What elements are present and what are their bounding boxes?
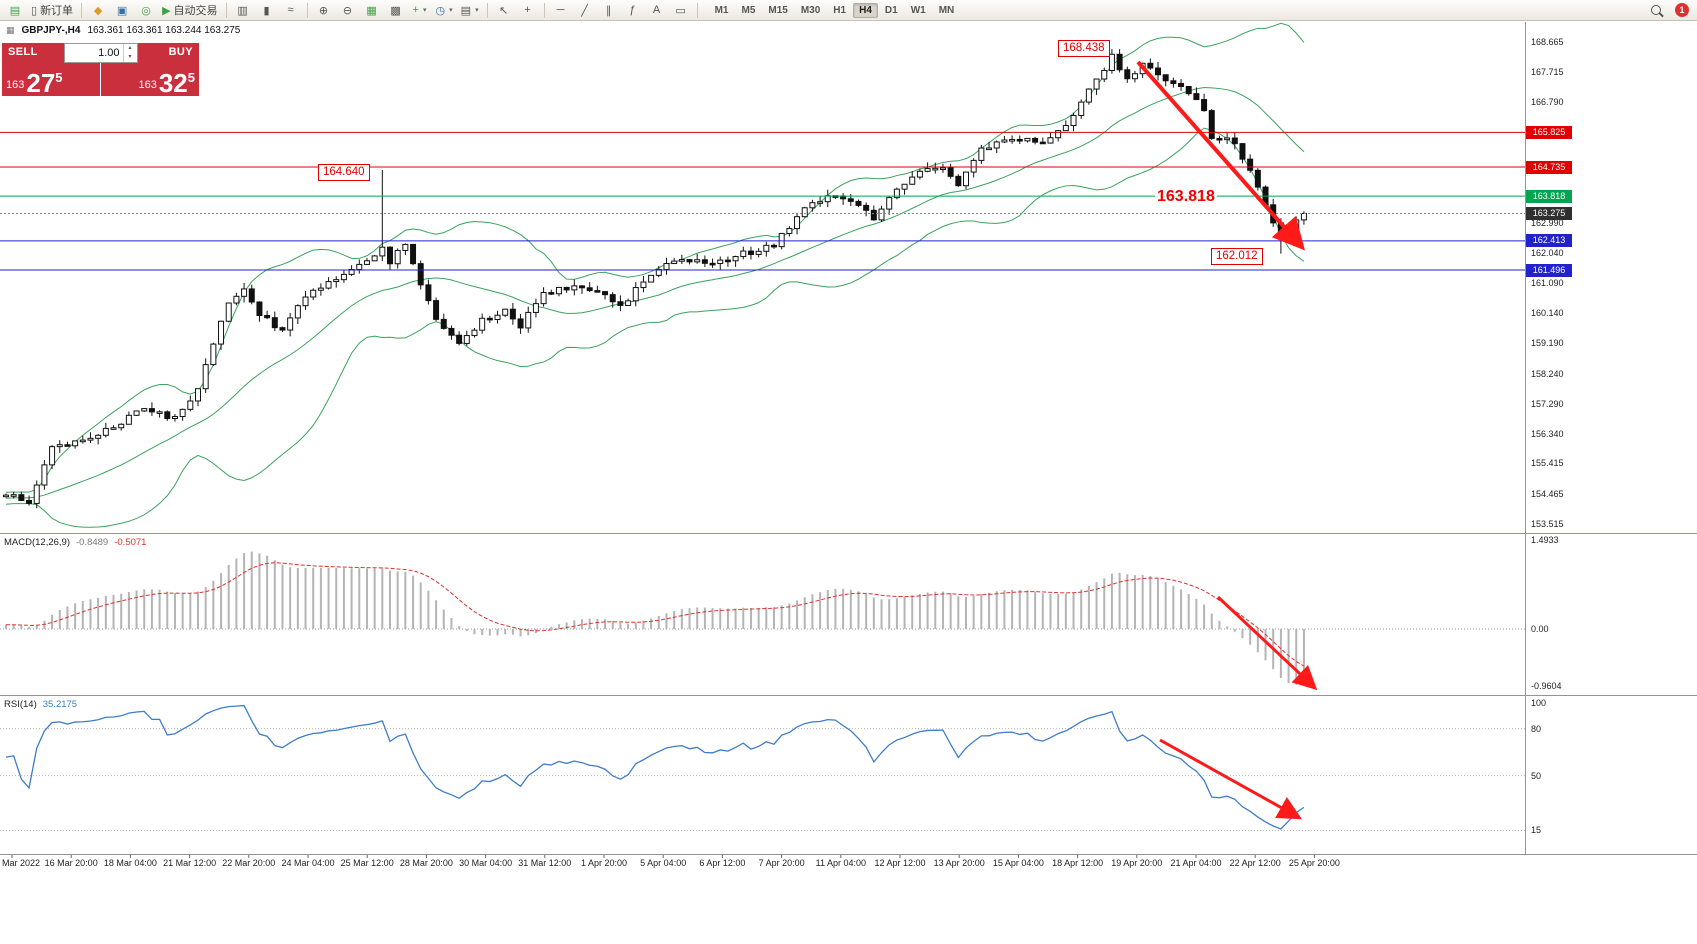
label-tool-icon[interactable]: ▭ <box>675 4 686 17</box>
volume-up-button[interactable]: ▴ <box>128 45 132 51</box>
timeframe-h1[interactable]: H1 <box>833 4 847 16</box>
main-toolbar: ▤ ▯ 新订单 ◆ ▣ ◎ ▶ 自动交易 ▥ ▮ ≈ ⊕ ⊖ ▦ ▩ + ▾ ◷ ▾… <box>0 0 1697 21</box>
timeframe-d1[interactable]: D1 <box>884 4 898 16</box>
ask-big-digits: 32 <box>158 68 188 98</box>
chevron-down-icon: ▾ <box>475 7 479 14</box>
symbol-period-label: GBPJPY-,H4 <box>21 25 81 36</box>
macd-indicator-header: MACD(12,26,9) -0.8489 -0.5071 <box>4 537 146 548</box>
volume-spinner: ▴ ▾ <box>122 44 137 62</box>
period-icon[interactable]: ◷ ▾ <box>433 1 456 19</box>
autotrading-label: 自动交易 <box>173 5 218 17</box>
rsi-value: 35.2175 <box>42 699 78 710</box>
channel-tool-icon[interactable]: ∥ <box>605 4 612 17</box>
bid-pipette: 5 <box>55 70 63 85</box>
data-window-icon[interactable]: ▣ <box>116 4 128 17</box>
chart-ohlc-info: ▦ GBPJPY-,H4 163.361 163.361 163.244 163… <box>6 25 240 36</box>
chevron-down-icon: ▾ <box>422 7 427 14</box>
chevron-down-icon: ▾ <box>449 7 453 14</box>
clock-icon: ◷ <box>435 4 446 17</box>
new-order-icon: ▯ <box>31 4 38 17</box>
line-chart-icon[interactable]: ≈ <box>287 4 294 16</box>
crosshair-icon[interactable]: + <box>524 4 531 16</box>
buy-button[interactable]: BUY 163 32 5 <box>101 43 199 96</box>
bid-prefix: 163 <box>6 79 25 91</box>
navigator-icon[interactable]: ◎ <box>141 4 151 17</box>
tile-windows-icon[interactable]: ▦ <box>366 4 377 17</box>
search-icon[interactable] <box>1645 1 1667 19</box>
timeframe-m15[interactable]: M15 <box>768 4 788 16</box>
macd-main-value: -0.8489 <box>76 537 109 548</box>
ask-price: 163 32 5 <box>138 68 195 98</box>
plus-icon: + <box>412 4 419 16</box>
timeframe-m30[interactable]: M30 <box>800 4 821 16</box>
market-watch-icon[interactable]: ◆ <box>93 4 103 17</box>
cursor-icon[interactable]: ↖ <box>498 4 509 17</box>
volume-down-button[interactable]: ▾ <box>128 54 132 60</box>
toolbar-separator <box>543 2 545 18</box>
zoom-in-icon[interactable]: ⊕ <box>318 4 329 17</box>
bid-price: 163 27 5 <box>6 68 63 98</box>
rsi-title: RSI(14) <box>4 699 37 710</box>
toolbar-separator <box>486 2 488 18</box>
sell-label: SELL <box>8 46 38 58</box>
bar-chart-icon[interactable]: ▥ <box>237 4 248 17</box>
toolbar-separator <box>306 2 308 18</box>
candlestick-chart-icon[interactable]: ▮ <box>263 4 270 17</box>
bid-big-digits: 27 <box>26 68 56 98</box>
timeframe-mn[interactable]: MN <box>938 4 955 16</box>
timeframe-m1[interactable]: M1 <box>714 4 729 16</box>
templates-icon[interactable]: ▤ ▾ <box>458 1 482 19</box>
toolbar-separator <box>225 2 227 18</box>
cascade-windows-icon[interactable]: ▩ <box>390 4 401 17</box>
ask-pipette: 5 <box>187 70 195 85</box>
volume-input[interactable]: 1.00 ▴ ▾ <box>63 43 138 63</box>
autotrading-play-icon: ▶ <box>162 4 171 17</box>
one-click-trading-panel: SELL 163 27 5 BUY 163 32 5 1.00 ▴ ▾ <box>2 43 199 96</box>
add-indicator-icon[interactable]: + ▾ <box>409 1 431 19</box>
timeframe-h4[interactable]: H4 <box>853 2 878 18</box>
zoom-out-icon[interactable]: ⊖ <box>342 4 353 17</box>
timeframe-m5[interactable]: M5 <box>741 4 756 16</box>
new-order-button[interactable]: ▯ 新订单 <box>28 1 76 19</box>
timeframe-buttons: M1 M5 M15 M30 H1 H4 D1 W1 MN <box>709 2 961 18</box>
sell-button[interactable]: SELL 163 27 5 <box>2 43 100 96</box>
toolbar-right-group: 1 <box>1645 1 1693 19</box>
ohlc-values: 163.361 163.361 163.244 163.275 <box>87 25 241 36</box>
macd-title: MACD(12,26,9) <box>4 537 70 548</box>
ask-prefix: 163 <box>138 79 157 91</box>
timeframe-w1[interactable]: W1 <box>910 4 926 16</box>
toolbar-separator <box>81 2 83 18</box>
chart-icon: ▦ <box>6 25 15 35</box>
text-tool-icon[interactable]: A <box>652 4 661 16</box>
rsi-indicator-header: RSI(14) 35.2175 <box>4 699 77 710</box>
toolbar-separator <box>696 2 698 18</box>
template-icon: ▤ <box>460 4 472 17</box>
fibonacci-tool-icon[interactable]: ƒ <box>629 4 636 16</box>
autotrading-button[interactable]: ▶ 自动交易 <box>159 1 220 19</box>
trendline-tool-icon[interactable]: ╱ <box>581 4 588 17</box>
horizontal-line-tool-icon[interactable]: ─ <box>556 4 565 16</box>
volume-value: 1.00 <box>98 47 120 59</box>
new-order-label: 新订单 <box>40 5 74 17</box>
buy-label: BUY <box>168 46 193 58</box>
notification-badge[interactable]: 1 <box>1675 3 1689 17</box>
macd-signal-value: -0.5071 <box>114 537 147 548</box>
app-icon: ▤ <box>9 4 21 17</box>
